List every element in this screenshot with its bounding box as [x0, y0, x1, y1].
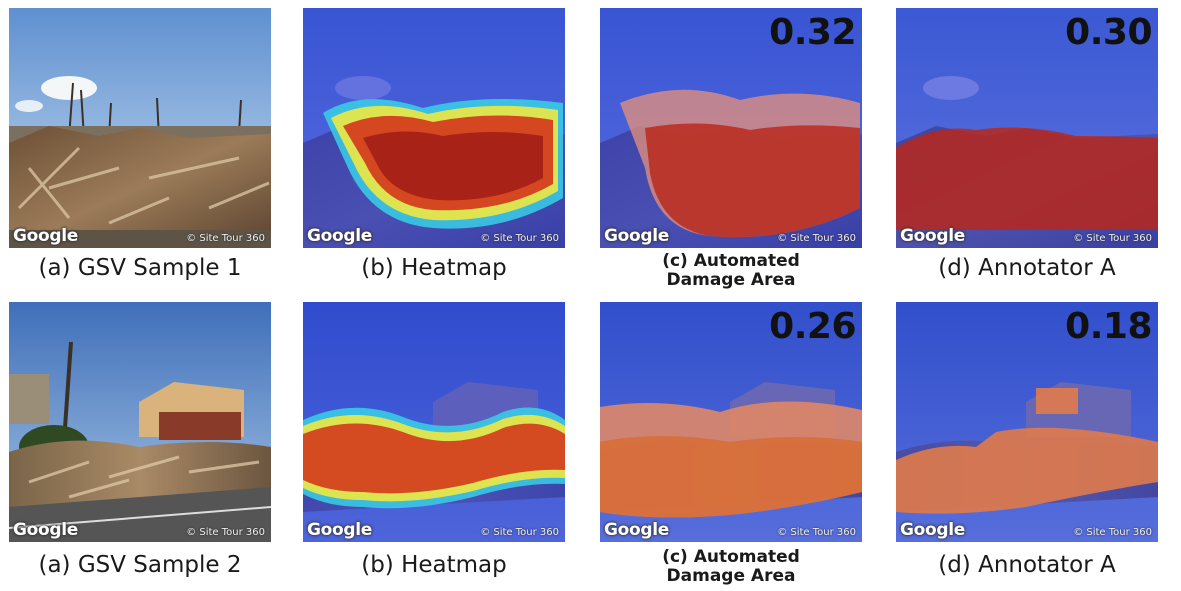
- caption-heatmap-2: (b) Heatmap: [361, 552, 507, 578]
- gsv-sample-1-photo: [9, 8, 271, 248]
- gsv-sample-2-image: Google © Site Tour 360: [9, 302, 271, 542]
- google-watermark: Google: [900, 520, 966, 540]
- google-watermark: Google: [13, 226, 79, 246]
- annotator-1-image: 0.30 Google © Site Tour 360: [896, 8, 1158, 248]
- annotator-2-photo: [896, 302, 1158, 542]
- google-watermark: Google: [604, 520, 670, 540]
- google-watermark: Google: [307, 226, 373, 246]
- automated-damage-1-photo: [600, 8, 862, 248]
- caption-gsv-sample-2: (a) GSV Sample 2: [38, 552, 242, 578]
- caption-annotator-1: (d) Annotator A: [938, 255, 1116, 281]
- automated-score: 0.26: [769, 306, 856, 347]
- heatmap-2-photo: [303, 302, 565, 542]
- google-watermark: Google: [604, 226, 670, 246]
- credit-watermark: © Site Tour 360: [480, 233, 559, 244]
- credit-watermark: © Site Tour 360: [480, 527, 559, 538]
- annotator-2-image: 0.18 Google © Site Tour 360: [896, 302, 1158, 542]
- google-watermark: Google: [307, 520, 373, 540]
- caption-heatmap-1: (b) Heatmap: [361, 255, 507, 281]
- heatmap-2-image: Google © Site Tour 360: [303, 302, 565, 542]
- caption-automated-damage-2: (c) Automated Damage Area: [662, 547, 800, 586]
- caption-gsv-sample-1: (a) GSV Sample 1: [38, 255, 242, 281]
- heatmap-1-photo: [303, 8, 565, 248]
- automated-score: 0.32: [769, 12, 856, 53]
- annotator-1-photo: [896, 8, 1158, 248]
- gsv-sample-2-photo: [9, 302, 271, 542]
- caption-automated-damage-1: (c) Automated Damage Area: [662, 251, 800, 290]
- annotator-score: 0.18: [1065, 306, 1152, 347]
- credit-watermark: © Site Tour 360: [1073, 527, 1152, 538]
- credit-watermark: © Site Tour 360: [186, 527, 265, 538]
- caption-annotator-2: (d) Annotator A: [938, 552, 1116, 578]
- annotator-score: 0.30: [1065, 12, 1152, 53]
- credit-watermark: © Site Tour 360: [777, 527, 856, 538]
- automated-damage-1-image: 0.32 Google © Site Tour 360: [600, 8, 862, 248]
- gsv-sample-1-image: Google © Site Tour 360: [9, 8, 271, 248]
- google-watermark: Google: [13, 520, 79, 540]
- heatmap-1-image: Google © Site Tour 360: [303, 8, 565, 248]
- automated-damage-2-image: 0.26 Google © Site Tour 360: [600, 302, 862, 542]
- credit-watermark: © Site Tour 360: [186, 233, 265, 244]
- automated-damage-2-photo: [600, 302, 862, 542]
- credit-watermark: © Site Tour 360: [1073, 233, 1152, 244]
- credit-watermark: © Site Tour 360: [777, 233, 856, 244]
- google-watermark: Google: [900, 226, 966, 246]
